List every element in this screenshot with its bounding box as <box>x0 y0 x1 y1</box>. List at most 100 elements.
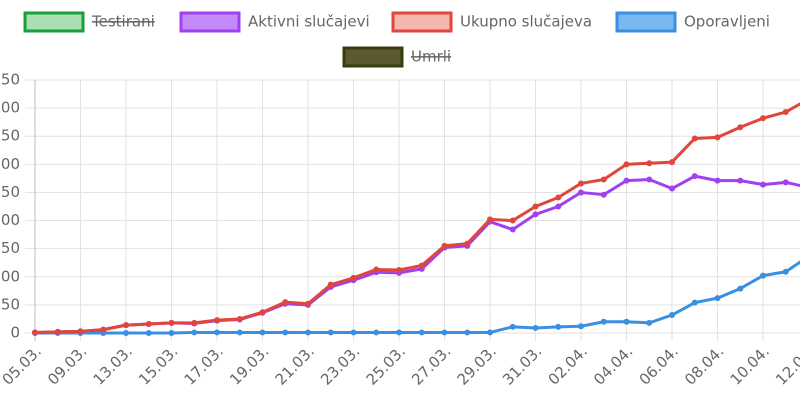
data-point <box>623 161 630 168</box>
legend-label: Umrli <box>411 48 451 66</box>
data-point <box>669 312 675 319</box>
data-point <box>282 329 289 336</box>
data-point <box>327 329 334 336</box>
data-point <box>100 326 107 333</box>
x-tick-label: 06.04. <box>636 342 682 388</box>
data-point <box>691 299 698 306</box>
data-point <box>396 329 402 336</box>
data-point <box>350 329 357 336</box>
legend-label: Ukupno slučajeva <box>460 13 592 31</box>
data-point <box>123 322 129 329</box>
data-point <box>441 242 448 249</box>
x-tick-label: 13.03. <box>90 342 136 388</box>
x-tick-label: 05.03. <box>0 342 45 388</box>
data-point <box>168 330 175 336</box>
data-point <box>578 323 584 330</box>
x-tick-label: 12.04. <box>772 342 800 388</box>
legend-label: Testirani <box>91 13 155 31</box>
data-point <box>669 185 675 192</box>
x-tick-label: 31.03. <box>499 342 545 388</box>
legend-swatch <box>391 11 453 33</box>
data-point <box>646 160 653 167</box>
data-point <box>373 266 380 273</box>
data-point <box>691 135 698 142</box>
data-point <box>77 328 84 335</box>
x-tick-label: 15.03. <box>135 342 181 388</box>
data-point <box>214 317 220 324</box>
data-point <box>737 285 744 292</box>
data-point <box>600 176 607 183</box>
data-point <box>441 329 448 336</box>
data-point <box>259 309 266 316</box>
y-tick-label: 00 <box>1 99 20 117</box>
data-point <box>578 189 584 196</box>
data-point <box>327 281 334 288</box>
data-point <box>191 319 198 326</box>
y-tick-label: 00 <box>1 211 20 229</box>
data-point <box>782 179 789 186</box>
data-point <box>669 159 675 166</box>
data-point <box>373 329 380 336</box>
data-point <box>760 115 766 122</box>
legend-label: Aktivni slučajevi <box>248 13 370 31</box>
x-tick-label: 02.04. <box>545 342 591 388</box>
data-point <box>714 134 721 141</box>
data-point <box>32 329 38 336</box>
y-tick-label: 50 <box>1 127 20 145</box>
data-point <box>464 240 471 247</box>
x-tick-label: 29.03. <box>454 342 500 388</box>
data-point <box>623 318 630 325</box>
data-point <box>600 318 607 325</box>
data-point <box>214 329 220 336</box>
x-tick-label: 09.03. <box>44 342 90 388</box>
data-point <box>145 321 152 328</box>
x-tick-label: 10.04. <box>727 342 773 388</box>
data-point <box>600 191 607 198</box>
data-point <box>509 226 516 233</box>
data-point <box>259 329 266 336</box>
data-point <box>464 329 471 336</box>
data-point <box>509 217 516 224</box>
data-point <box>555 203 562 210</box>
y-tick-label: 50 <box>1 239 20 257</box>
series-line <box>34 102 800 334</box>
data-point <box>555 323 562 330</box>
data-point <box>236 329 243 336</box>
data-point <box>487 216 493 223</box>
x-tick-label: 19.03. <box>226 342 272 388</box>
y-tick-label: 00 <box>1 267 20 285</box>
data-point <box>282 299 289 306</box>
x-tick-label: 17.03. <box>181 342 227 388</box>
legend-swatch <box>342 46 404 68</box>
data-point <box>418 262 425 269</box>
data-point <box>532 211 539 218</box>
data-point <box>191 329 198 336</box>
data-point <box>305 329 311 336</box>
legend-label: Oporavljeni <box>684 13 770 31</box>
data-point <box>145 330 152 336</box>
data-point <box>714 295 721 302</box>
data-point <box>646 319 653 326</box>
data-point <box>350 274 357 281</box>
legend-swatch <box>615 11 677 33</box>
y-tick-label: 50 <box>1 183 20 201</box>
legend-swatch <box>179 11 241 33</box>
data-point <box>714 177 721 184</box>
x-tick-label: 25.03. <box>363 342 409 388</box>
data-point <box>623 177 630 184</box>
data-point <box>782 109 789 116</box>
x-tick-label: 27.03. <box>408 342 454 388</box>
data-point <box>578 180 584 187</box>
legend-swatch <box>23 11 85 33</box>
data-point <box>737 177 744 184</box>
x-tick-label: 23.03. <box>317 342 363 388</box>
data-point <box>396 267 402 274</box>
data-point <box>509 323 516 330</box>
x-tick-label: 08.04. <box>681 342 727 388</box>
data-point <box>54 328 61 335</box>
data-point <box>737 124 744 131</box>
data-point <box>168 319 175 326</box>
data-point <box>782 268 789 275</box>
data-point <box>532 324 539 331</box>
